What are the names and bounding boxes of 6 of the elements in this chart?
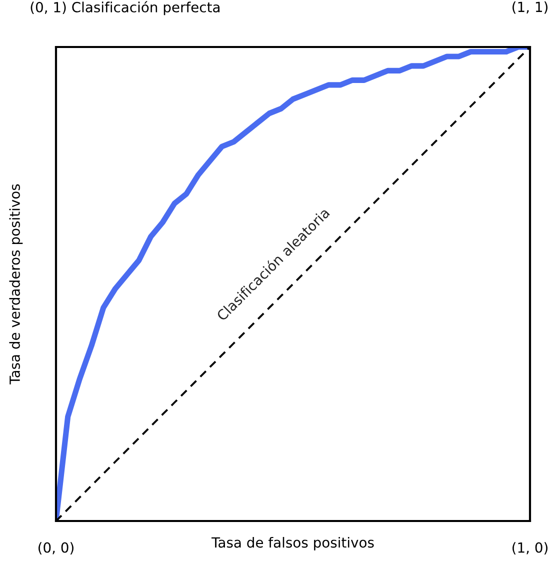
- x-axis-title: Tasa de falsos positivos: [211, 536, 374, 550]
- text: (1, 1): [512, 1, 548, 14]
- text: (0, 1) Clasificación perfecta: [30, 1, 220, 16]
- text: (0, 0): [38, 542, 74, 554]
- y-axis-title: Tasa de verdaderos positivos: [9, 184, 23, 384]
- text: (1, 0): [512, 542, 548, 554]
